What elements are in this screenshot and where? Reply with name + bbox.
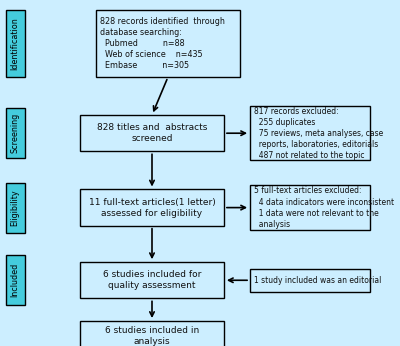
Text: 828 records identified  through
database searching:
  Pubmed          n=88
  Web: 828 records identified through database … (100, 17, 225, 70)
FancyBboxPatch shape (80, 321, 224, 346)
FancyBboxPatch shape (250, 269, 370, 291)
Text: 5 full-text articles excluded:
  4 data indicators were inconsistent
  1 data we: 5 full-text articles excluded: 4 data in… (254, 186, 394, 229)
FancyBboxPatch shape (6, 255, 25, 306)
FancyBboxPatch shape (6, 183, 25, 233)
FancyBboxPatch shape (250, 185, 370, 230)
FancyBboxPatch shape (80, 262, 224, 298)
FancyBboxPatch shape (6, 108, 25, 158)
Text: 1 study included was an editorial: 1 study included was an editorial (254, 276, 381, 285)
Text: 6 studies included for
quality assessment: 6 studies included for quality assessmen… (103, 270, 201, 290)
Text: Screening: Screening (11, 113, 20, 153)
Text: 817 records excluded:
  255 duplicates
  75 reviews, meta analyses, case
  repor: 817 records excluded: 255 duplicates 75 … (254, 107, 383, 160)
Text: Included: Included (11, 263, 20, 297)
Text: 828 titles and  abstracts
screened: 828 titles and abstracts screened (97, 123, 207, 143)
FancyBboxPatch shape (80, 190, 224, 226)
FancyBboxPatch shape (96, 10, 240, 77)
FancyBboxPatch shape (80, 115, 224, 152)
Text: 11 full-text articles(1 letter)
assessed for eligibility: 11 full-text articles(1 letter) assessed… (89, 198, 215, 218)
FancyBboxPatch shape (250, 107, 370, 160)
Text: 6 studies included in
analysis: 6 studies included in analysis (105, 326, 199, 346)
Text: Eligibility: Eligibility (11, 189, 20, 226)
FancyBboxPatch shape (6, 10, 25, 77)
Text: Identification: Identification (11, 17, 20, 70)
